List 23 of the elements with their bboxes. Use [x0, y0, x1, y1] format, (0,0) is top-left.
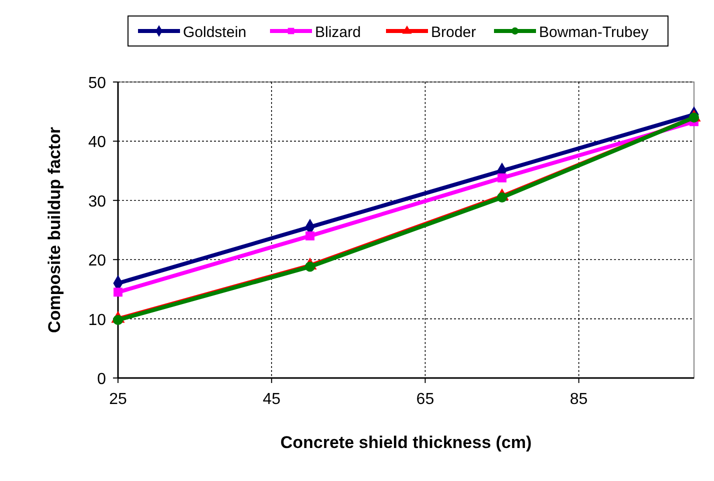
y-axis-title: Composite buildup factor	[45, 126, 64, 333]
y-tick-label: 10	[88, 312, 106, 329]
y-tick-label: 30	[88, 193, 106, 210]
y-tick-label: 40	[88, 134, 106, 152]
legend-label: Bowman-Trubey	[539, 24, 649, 41]
y-tick-label: 0	[97, 371, 106, 388]
x-axis-title: Concrete shield thickness (cm)	[280, 433, 532, 452]
y-tick-label: 50	[88, 75, 106, 92]
x-tick-label: 45	[262, 391, 281, 408]
legend-label: Blizard	[315, 24, 361, 41]
x-tick-label: 25	[109, 391, 127, 408]
point	[496, 192, 508, 202]
y-tick-label: 20	[88, 252, 106, 270]
legend-label: Goldstein	[183, 24, 246, 41]
x-tick-label: 85	[570, 391, 588, 408]
point	[306, 231, 314, 240]
x-tick-label: 65	[416, 391, 434, 408]
point	[112, 314, 124, 326]
point	[498, 173, 506, 182]
legend-label: Broder	[431, 24, 476, 41]
point	[304, 262, 316, 272]
point	[114, 288, 122, 297]
point	[688, 112, 700, 123]
